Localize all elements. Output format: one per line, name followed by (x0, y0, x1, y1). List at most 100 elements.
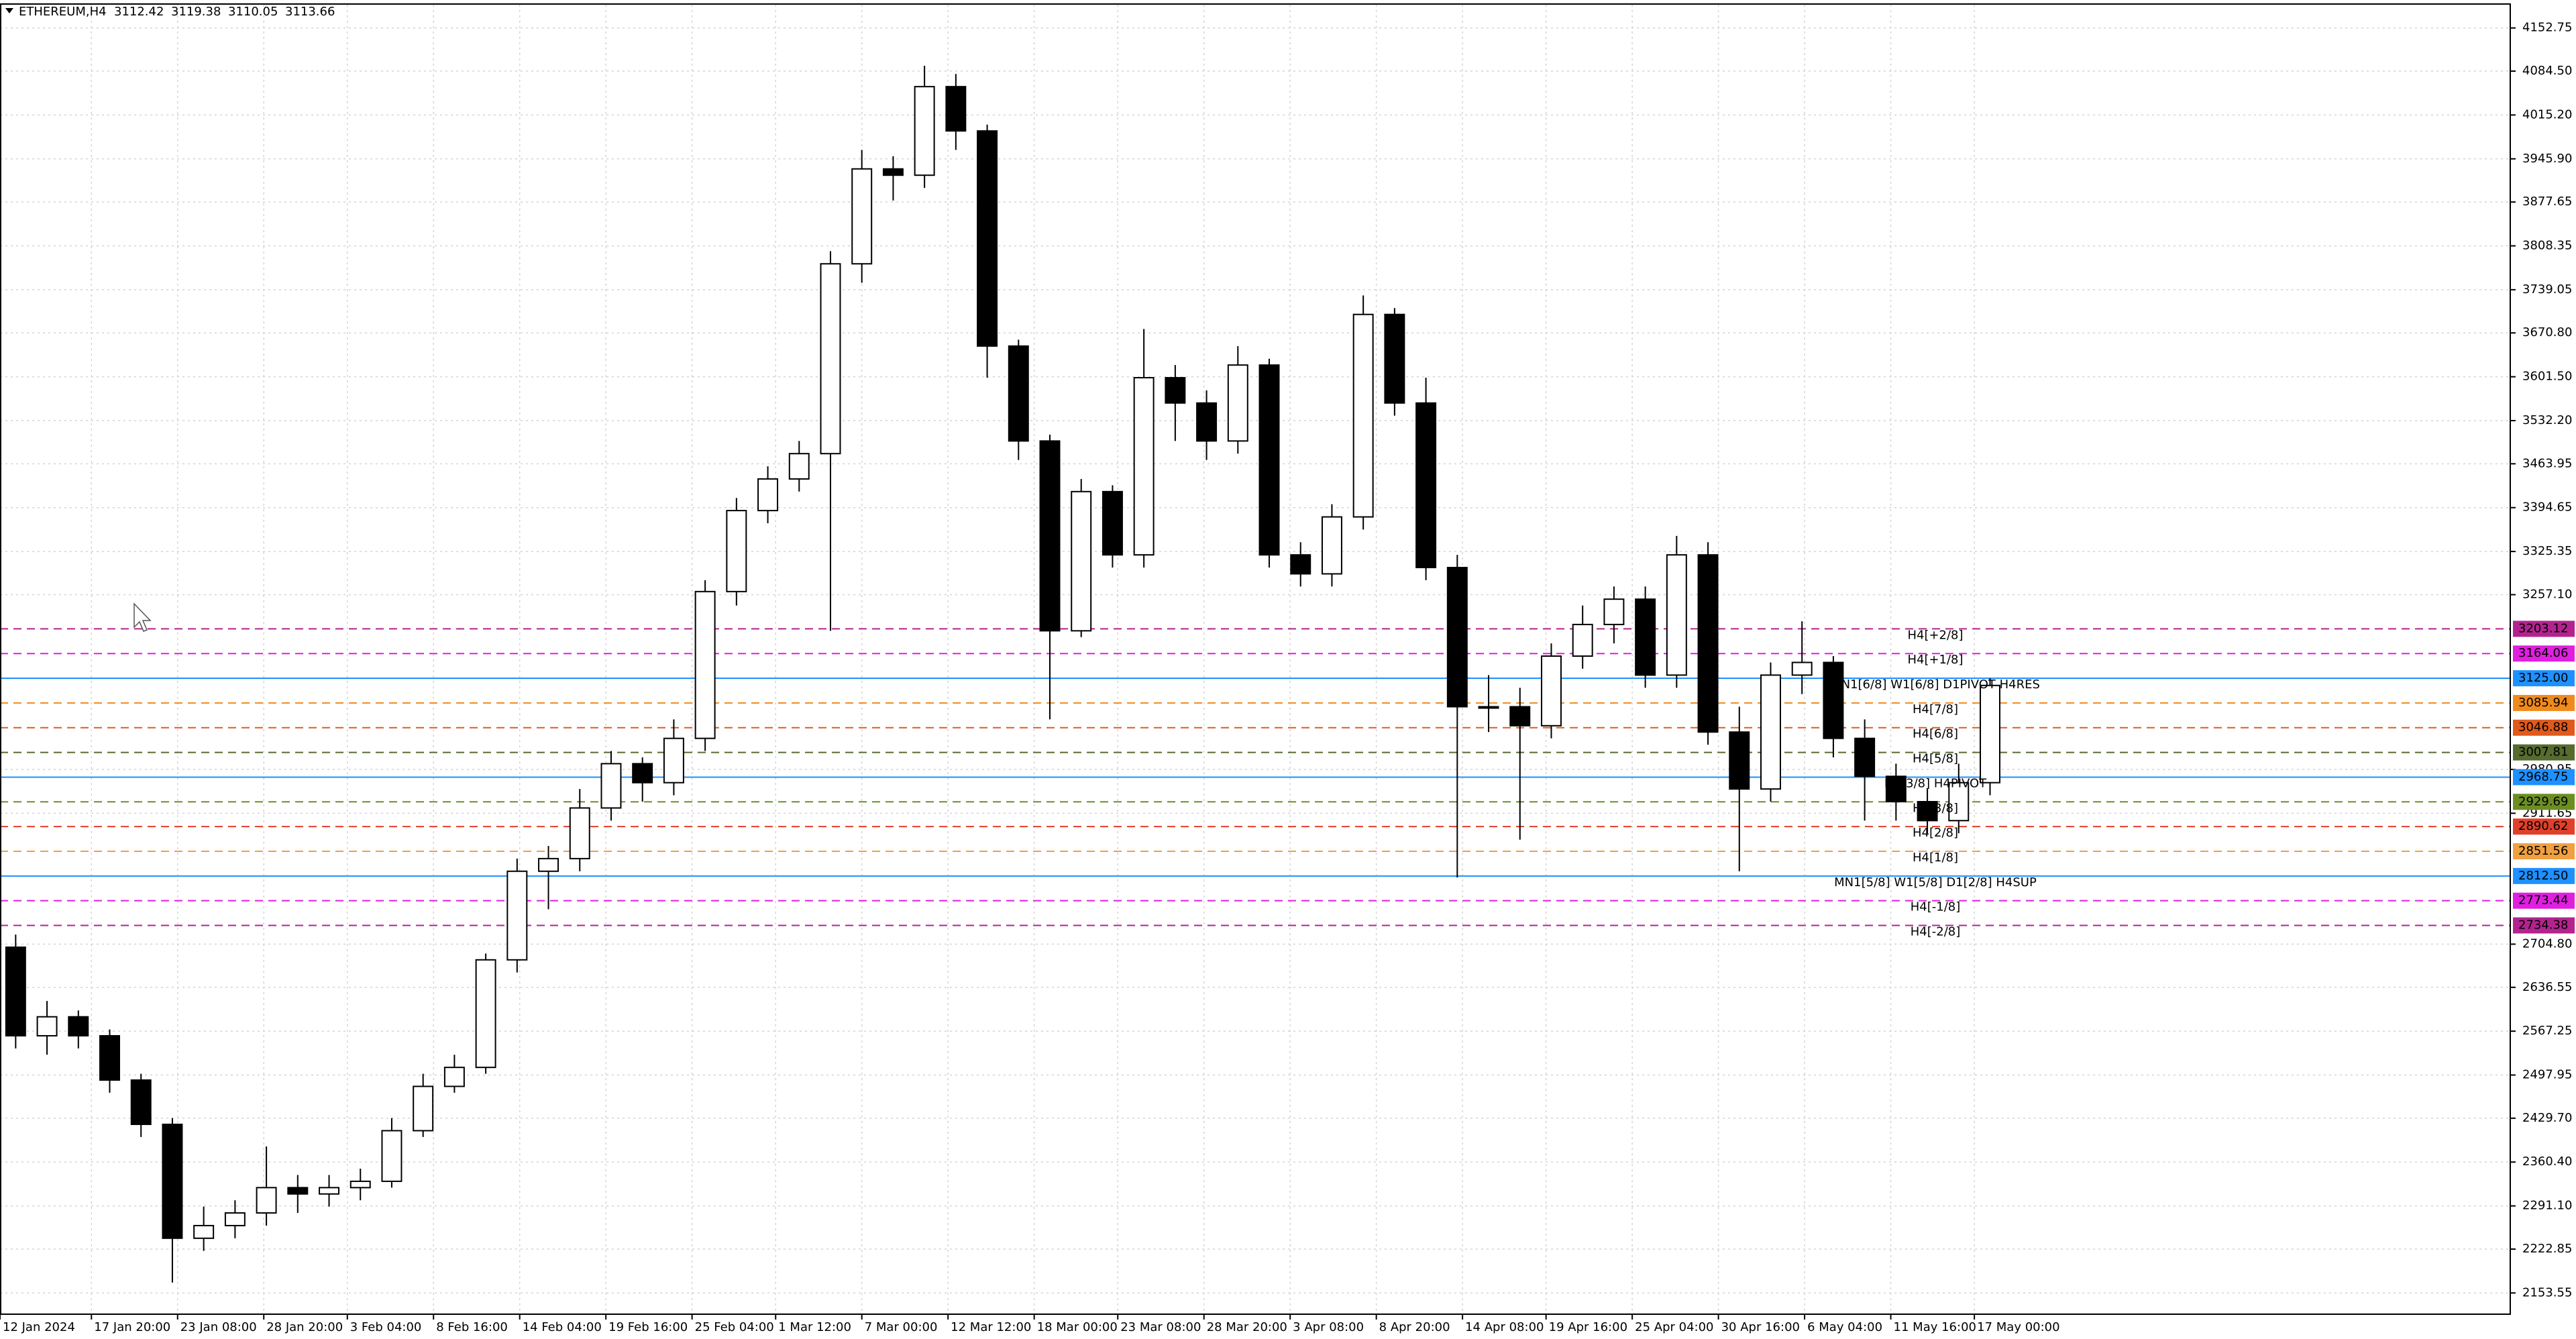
candle-body (1133, 377, 1155, 556)
y-tick-label: 3601.50 (2522, 370, 2572, 384)
level-price-box (2513, 892, 2575, 909)
y-tick-label: 2222.85 (2522, 1242, 2572, 1256)
level-label: H4[-2/8] (1911, 925, 1961, 939)
y-tick-label: 4084.50 (2522, 64, 2572, 78)
candle-body (68, 1016, 89, 1036)
candle-body (193, 1224, 215, 1239)
header: ETHEREUM,H4 3112.42 3119.38 3110.05 3113… (5, 5, 335, 19)
x-tick-label: 14 Apr 08:00 (1465, 1320, 1544, 1334)
candle-body (350, 1180, 371, 1189)
level-label: H4[7/8] (1913, 702, 1958, 716)
x-tick-label: 17 May 00:00 (1977, 1320, 2059, 1334)
candle-body (1666, 554, 1687, 676)
candle-body (1729, 731, 1750, 790)
y-tick-label: 3463.95 (2522, 456, 2572, 470)
x-tick-label: 8 Apr 20:00 (1379, 1320, 1450, 1334)
level-price-box (2513, 843, 2575, 859)
candle-body (1415, 402, 1437, 568)
candle-body (1635, 598, 1656, 676)
level-label: H4[5/8] (1913, 752, 1958, 766)
candle-body (694, 590, 716, 739)
candle-body (5, 946, 26, 1036)
candle-body (319, 1187, 340, 1195)
y-tick-label: 2567.25 (2522, 1024, 2572, 1038)
candle-body (538, 857, 559, 872)
candle-body (1290, 554, 1311, 575)
level-label: H4[6/8] (1913, 727, 1958, 741)
level-price-label: 2851.56 (2518, 844, 2568, 858)
header-symbol: ETHEREUM,H4 (19, 5, 107, 19)
level-price-box (2513, 917, 2575, 934)
candle-body (1071, 490, 1092, 632)
candle-body (1509, 706, 1531, 727)
candle-body (851, 168, 873, 265)
candle-body (914, 86, 935, 176)
y-tick-label: 2636.55 (2522, 980, 2572, 994)
y-tick-label: 4152.75 (2522, 21, 2572, 35)
level-price-box (2513, 694, 2575, 711)
candle-body (1165, 377, 1186, 404)
candle-body (1478, 706, 1499, 709)
candle-body (413, 1085, 434, 1132)
y-tick-label: 3532.20 (2522, 413, 2572, 427)
x-tick-label: 30 Apr 16:00 (1721, 1320, 1800, 1334)
candles (5, 66, 2000, 1283)
y-tick-label: 3257.10 (2522, 587, 2572, 601)
y-tick-label: 3670.80 (2522, 325, 2572, 339)
level-price-box (2513, 818, 2575, 835)
candle-body (1980, 684, 2000, 784)
candle-body (1352, 313, 1374, 518)
candle-body (99, 1034, 120, 1081)
level-label: H4[-1/8] (1911, 900, 1961, 914)
level-price-label: 2929.69 (2518, 794, 2568, 808)
candle-body (1603, 598, 1625, 625)
y-tick-label: 3394.65 (2522, 500, 2572, 515)
candle-body (663, 737, 684, 784)
level-price-box (2513, 670, 2575, 687)
candle-body (600, 763, 622, 809)
candle-body (1321, 516, 1342, 575)
candle-body (1540, 655, 1562, 727)
candle-body (1697, 554, 1719, 733)
x-tick-label: 17 Jan 20:00 (94, 1320, 170, 1334)
candle-body (757, 478, 779, 512)
level-label: H4[+2/8] (1907, 628, 1963, 642)
x-tick-label: 12 Mar 12:00 (951, 1320, 1031, 1334)
level-price-box (2513, 621, 2575, 637)
level-price-box (2513, 867, 2575, 884)
x-tick-label: 7 Mar 00:00 (865, 1320, 938, 1334)
candle-body (1885, 775, 1907, 802)
y-tick-label: 3877.65 (2522, 195, 2572, 209)
y-tick-label: 2153.55 (2522, 1285, 2572, 1299)
level-price-label: 2812.50 (2518, 869, 2568, 883)
y-tick-label: 2291.10 (2522, 1199, 2572, 1213)
candle-body (1008, 345, 1029, 442)
x-tick-label: 11 May 16:00 (1894, 1320, 1976, 1334)
level-price-label: 3125.00 (2518, 671, 2568, 685)
level-price-label: 2968.75 (2518, 769, 2568, 784)
candle-body (130, 1079, 152, 1126)
axes (0, 3, 2516, 1320)
levels (0, 628, 2510, 926)
level-label: H4[1/8] (1913, 851, 1958, 865)
candle-body (1196, 402, 1218, 442)
x-tick-label: 3 Feb 04:00 (350, 1320, 422, 1334)
candle-body (1823, 661, 1844, 739)
level-label: MN1[6/8] W1[6/8] D1PIVOT H4RES (1831, 678, 2040, 692)
x-tick-label: 23 Jan 08:00 (180, 1320, 257, 1334)
level-price-box (2513, 645, 2575, 662)
y-tick-label: 2497.95 (2522, 1068, 2572, 1082)
x-tick-label: 25 Feb 04:00 (695, 1320, 774, 1334)
candle-body (820, 263, 841, 455)
level-label: D1[3/8] H4PIVOT (1884, 776, 1987, 790)
candle-body (632, 763, 653, 784)
level-price-label: 2773.44 (2518, 894, 2568, 908)
header-open: 3112.42 (114, 5, 164, 19)
labels: 4152.75 4084.50 4015.20 3945.90 3877.65 3808.… (3, 21, 2575, 1334)
candle-body (726, 510, 747, 592)
candle-body (1572, 623, 1593, 657)
x-tick-label: 18 Mar 00:00 (1037, 1320, 1118, 1334)
candle-body (506, 870, 528, 961)
